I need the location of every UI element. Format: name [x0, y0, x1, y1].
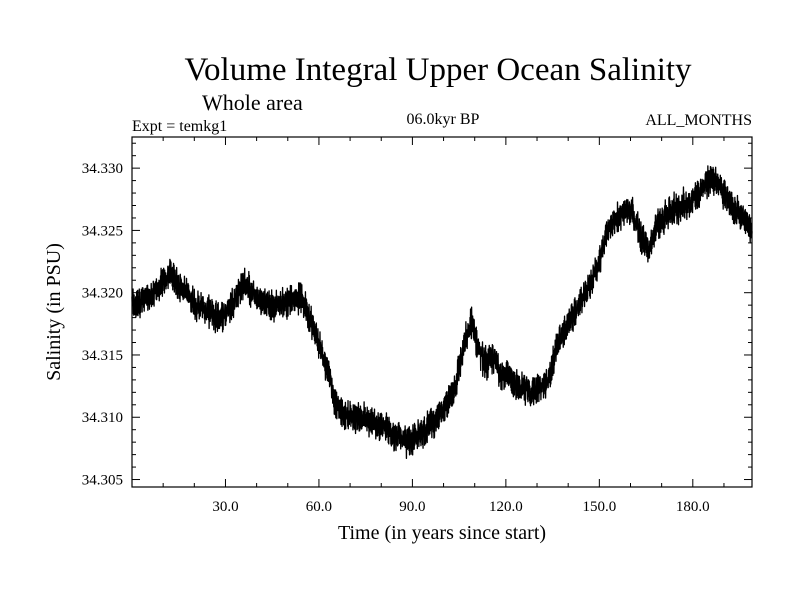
x-tick-label: 180.0 — [676, 499, 710, 515]
y-tick-label: 34.310 — [82, 410, 123, 426]
y-tick-label: 34.305 — [82, 473, 123, 489]
x-tick-label: 90.0 — [399, 499, 425, 515]
y-axis-tick-labels: 34.305 34.310 34.315 34.320 34.325 34.330 — [82, 161, 123, 488]
y-tick-label: 34.320 — [82, 286, 123, 302]
chart-title: Volume Integral Upper Ocean Salinity — [184, 52, 692, 88]
x-tick-label: 150.0 — [582, 499, 616, 515]
x-axis-label: Time (in years since start) — [338, 522, 546, 544]
plot-frame — [131, 136, 753, 488]
x-axis-tick-labels: 30.0 60.0 90.0 120.0 150.0 180.0 — [212, 499, 709, 515]
y-axis-label: Salinity (in PSU) — [43, 243, 65, 381]
y-tick-label: 34.325 — [82, 223, 123, 239]
x-axis-ticks — [162, 137, 725, 487]
chart-subtitle: Whole area — [202, 90, 303, 115]
y-tick-label: 34.315 — [82, 348, 123, 364]
x-tick-label: 60.0 — [306, 499, 332, 515]
experiment-label: Expt = temkg1 — [132, 118, 227, 135]
months-label: ALL_MONTHS — [645, 112, 752, 129]
salinity-series-line — [131, 165, 753, 460]
y-tick-label: 34.330 — [82, 161, 123, 177]
period-label: 06.0kyr BP — [407, 111, 480, 128]
x-tick-label: 120.0 — [489, 499, 523, 515]
x-tick-label: 30.0 — [212, 499, 238, 515]
